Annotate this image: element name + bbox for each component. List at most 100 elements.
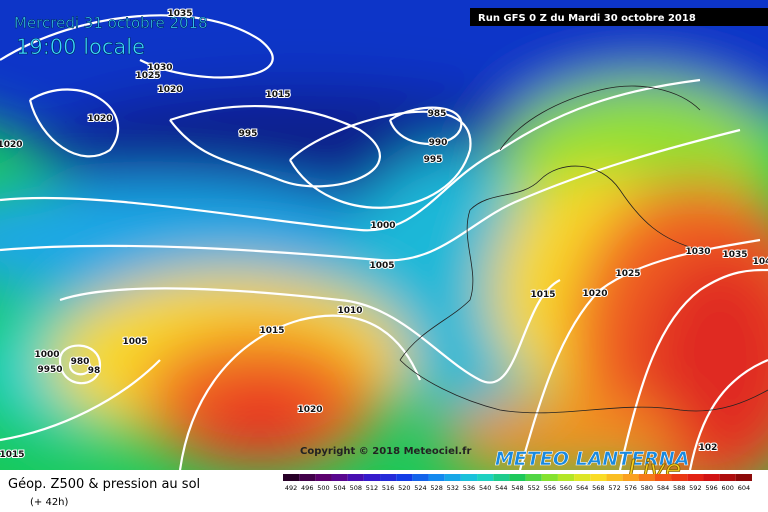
map xyxy=(0,0,768,470)
scale-swatch xyxy=(622,474,639,481)
isobar-label: 1000 xyxy=(34,350,59,360)
scale-swatch xyxy=(493,474,510,481)
scale-label: 496 xyxy=(301,484,313,492)
scale-label: 524 xyxy=(414,484,426,492)
scale-label: 540 xyxy=(479,484,491,492)
copyright: Copyright © 2018 Meteociel.fr xyxy=(300,446,471,457)
scale-swatch xyxy=(671,474,688,481)
scale-swatch xyxy=(444,474,461,481)
isobar-label: 1000 xyxy=(370,221,395,231)
isobar-label: 1020 xyxy=(297,405,322,415)
isobar-label: 98 xyxy=(88,366,101,376)
scale-swatch xyxy=(477,474,494,481)
scale-label: 576 xyxy=(624,484,636,492)
scale-swatch xyxy=(460,474,478,481)
map-date: Mercredi 31 octobre 2018 xyxy=(14,14,208,32)
isobar-label: 1015 xyxy=(259,326,284,336)
scale-label: 560 xyxy=(560,484,572,492)
color-scale: 492 496 500 504 508 512 516 520 524 528 532 536 540 5… xyxy=(283,474,752,492)
scale-label: 504 xyxy=(333,484,345,492)
scale-swatch xyxy=(412,474,429,481)
scale-swatch xyxy=(735,474,752,481)
scale-swatch xyxy=(315,474,332,481)
scale-swatch xyxy=(541,474,558,481)
scale-swatch xyxy=(719,474,736,481)
isobar-label: 1020 xyxy=(0,140,23,150)
map-time: 19:00 locale xyxy=(16,35,145,59)
scale-swatch xyxy=(525,474,542,481)
isobar-label: 990 xyxy=(429,138,448,148)
scale-swatch xyxy=(606,474,623,481)
isobar-label: 1025 xyxy=(135,71,160,81)
scale-label: 564 xyxy=(576,484,588,492)
scale-label: 572 xyxy=(608,484,620,492)
isobar-label: 1005 xyxy=(369,261,394,271)
isobar-label: 1035 xyxy=(167,9,192,19)
isobar-label: 1035 xyxy=(722,250,747,260)
scale-label: 548 xyxy=(511,484,523,492)
isobar-label: 985 xyxy=(428,109,447,119)
scale-label: 604 xyxy=(738,484,750,492)
scale-swatch xyxy=(590,474,607,481)
scale-swatch xyxy=(557,474,575,481)
scale-label: 536 xyxy=(463,484,475,492)
scale-label: 500 xyxy=(317,484,329,492)
coastlines xyxy=(399,85,768,414)
scale-swatch xyxy=(380,474,397,481)
scale-label: 532 xyxy=(447,484,459,492)
scale-label: 552 xyxy=(527,484,539,492)
scale-label: 568 xyxy=(592,484,604,492)
run-banner xyxy=(470,8,768,26)
isobar-label: 1030 xyxy=(685,247,710,257)
scale-label: 508 xyxy=(350,484,362,492)
isobar-label: 995 xyxy=(239,129,258,139)
scale-label: 588 xyxy=(673,484,685,492)
forecast-lead: (+ 42h) xyxy=(30,497,69,508)
isobar-label: 1015 xyxy=(265,90,290,100)
isobar-label: 1030 xyxy=(147,63,172,73)
isobars xyxy=(0,14,768,470)
scale-swatch xyxy=(428,474,445,481)
scale-label: 600 xyxy=(722,484,734,492)
isobar-label: 1020 xyxy=(582,289,607,299)
isobar-label: 1020 xyxy=(87,114,112,124)
scale-label: 580 xyxy=(641,484,653,492)
scale-label: 512 xyxy=(366,484,378,492)
scale-swatch xyxy=(574,474,591,481)
isobar-label: 1005 xyxy=(122,337,147,347)
isobar-label: 980 xyxy=(71,357,90,367)
isobar-label: 1020 xyxy=(157,85,182,95)
scale-label: 592 xyxy=(689,484,701,492)
scale-label: 556 xyxy=(544,484,556,492)
isobar-label: 1025 xyxy=(615,269,640,279)
scale-swatch xyxy=(396,474,413,481)
isobar-label: 1015 xyxy=(530,290,555,300)
scale-label: 544 xyxy=(495,484,507,492)
scale-label: 516 xyxy=(382,484,394,492)
scale-swatch xyxy=(703,474,720,481)
scale-swatch xyxy=(283,474,300,481)
scale-swatch xyxy=(687,474,704,481)
run-info: Run GFS 0 Z du Mardi 30 octobre 2018 xyxy=(478,13,696,24)
scale-swatch xyxy=(509,474,526,481)
scale-swatch xyxy=(638,474,655,481)
logo: METEO LANTERNA xyxy=(495,448,689,470)
isobar-label: 102 xyxy=(699,443,718,453)
footer-title: Géop. Z500 & pression au sol xyxy=(8,477,200,492)
scale-swatch xyxy=(347,474,364,481)
isobar-label: 9950 xyxy=(37,365,62,375)
scale-swatch xyxy=(654,474,672,481)
scale-label: 492 xyxy=(285,484,297,492)
isobar-label: 995 xyxy=(424,155,443,165)
isobar-label: 1015 xyxy=(0,450,25,460)
isobar-label: 1010 xyxy=(337,306,362,316)
scale-swatch xyxy=(299,474,316,481)
scale-label: 596 xyxy=(705,484,717,492)
scale-label: 528 xyxy=(430,484,442,492)
scale-label: 520 xyxy=(398,484,410,492)
scale-label: 584 xyxy=(657,484,669,492)
scale-swatch xyxy=(363,474,381,481)
scale-swatch xyxy=(331,474,348,481)
